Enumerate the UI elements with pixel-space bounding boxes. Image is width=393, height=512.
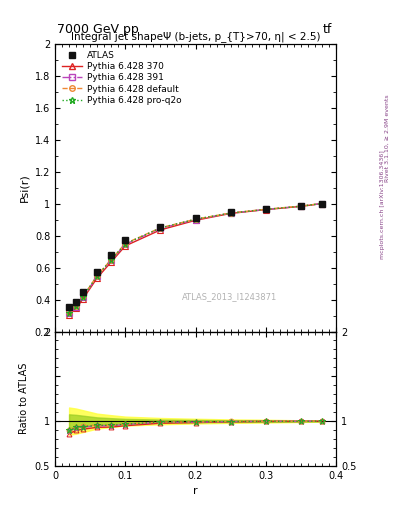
- Text: Rivet 3.1.10, ≥ 2.9M events: Rivet 3.1.10, ≥ 2.9M events: [385, 94, 389, 182]
- Text: tf: tf: [323, 23, 332, 36]
- Legend: ATLAS, Pythia 6.428 370, Pythia 6.428 391, Pythia 6.428 default, Pythia 6.428 pr: ATLAS, Pythia 6.428 370, Pythia 6.428 39…: [59, 48, 184, 108]
- Text: 7000 GeV pp: 7000 GeV pp: [57, 23, 139, 36]
- Title: Integral jet shapeΨ (b-jets, p_{T}>70, η| < 2.5): Integral jet shapeΨ (b-jets, p_{T}>70, η…: [71, 31, 320, 42]
- X-axis label: r: r: [193, 486, 198, 496]
- Text: mcplots.cern.ch [arXiv:1306.3436]: mcplots.cern.ch [arXiv:1306.3436]: [380, 151, 385, 259]
- Text: ATLAS_2013_I1243871: ATLAS_2013_I1243871: [182, 292, 277, 302]
- Y-axis label: Psi(r): Psi(r): [19, 173, 29, 202]
- Y-axis label: Ratio to ATLAS: Ratio to ATLAS: [19, 363, 29, 434]
